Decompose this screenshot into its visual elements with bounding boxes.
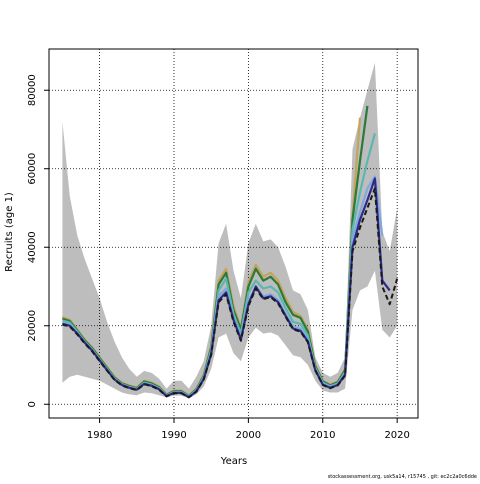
y-tick-label: 60000 bbox=[27, 153, 38, 185]
footer-note: stockassessment.org, usk5a14, r15745 , g… bbox=[328, 474, 477, 480]
plot-frame bbox=[48, 48, 419, 419]
y-tick-label: 0 bbox=[27, 401, 38, 407]
confidence-band bbox=[62, 62, 398, 399]
y-axis: 0 20000 40000 60000 80000 bbox=[27, 74, 49, 407]
y-axis-title: Recruits (age 1) bbox=[4, 192, 15, 272]
x-tick-label: 1990 bbox=[161, 430, 186, 441]
confidence-band-layer bbox=[62, 62, 398, 399]
x-axis-title: Years bbox=[220, 456, 247, 467]
y-tick-label: 40000 bbox=[27, 231, 38, 263]
x-tick-label: 2010 bbox=[310, 430, 335, 441]
x-tick-label: 2000 bbox=[236, 430, 261, 441]
x-axis: 1980 1990 2000 2010 2020 bbox=[87, 418, 410, 441]
series-layer bbox=[62, 105, 399, 399]
x-tick-label: 2020 bbox=[384, 430, 409, 441]
series-line-6 bbox=[62, 187, 399, 399]
x-tick-label: 1980 bbox=[87, 430, 112, 441]
y-tick-label: 80000 bbox=[27, 74, 38, 106]
y-tick-label: 20000 bbox=[27, 310, 38, 342]
